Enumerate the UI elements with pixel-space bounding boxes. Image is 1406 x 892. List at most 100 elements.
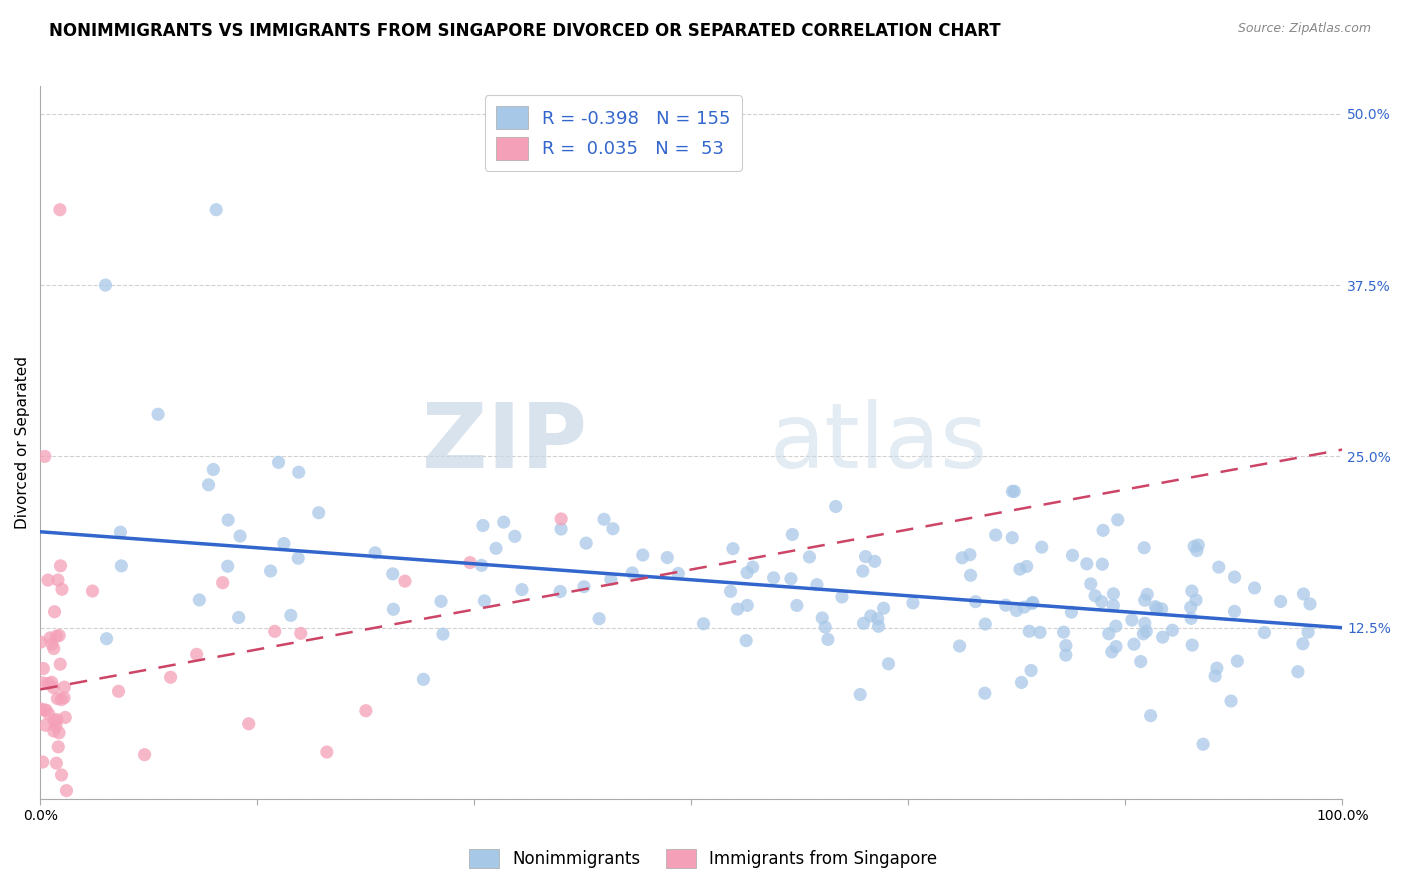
Point [1029, 625, 1052, 640]
Point [1286, 665, 1309, 679]
Point [290, 626, 312, 640]
Point [1019, 664, 1042, 678]
Text: Source: ZipAtlas.com: Source: ZipAtlas.com [1237, 22, 1371, 36]
Point [959, 548, 981, 562]
Point [1299, 597, 1322, 611]
Point [1080, 577, 1102, 591]
Point [354, 704, 377, 718]
Point [1060, 605, 1083, 619]
Point [34, 450, 56, 464]
Point [49, 202, 72, 217]
Point [950, 550, 973, 565]
Point [849, 688, 872, 702]
Point [382, 602, 405, 616]
Point [782, 527, 804, 541]
Point [949, 639, 972, 653]
Point [588, 612, 610, 626]
Point [1105, 619, 1128, 633]
Point [1144, 599, 1167, 614]
Point [859, 608, 882, 623]
Point [51, 582, 73, 597]
Point [41, 637, 63, 651]
Point [1185, 543, 1208, 558]
Point [599, 572, 621, 586]
Point [159, 670, 181, 684]
Point [394, 574, 416, 588]
Point [831, 590, 853, 604]
Point [30, 635, 52, 649]
Point [1022, 595, 1045, 609]
Point [1243, 581, 1265, 595]
Point [287, 465, 309, 479]
Point [315, 745, 337, 759]
Point [82, 584, 104, 599]
Point [1133, 541, 1156, 555]
Point [134, 747, 156, 762]
Legend: Nonimmigrants, Immigrants from Singapore: Nonimmigrants, Immigrants from Singapore [463, 842, 943, 875]
Point [1090, 595, 1112, 609]
Point [45, 629, 67, 643]
Point [762, 571, 785, 585]
Point [1021, 596, 1043, 610]
Point [37, 573, 59, 587]
Point [550, 522, 572, 536]
Point [1107, 513, 1129, 527]
Point [811, 611, 834, 625]
Point [364, 546, 387, 560]
Point [1152, 630, 1174, 644]
Legend: R = -0.398   N = 155, R =  0.035   N =  53: R = -0.398 N = 155, R = 0.035 N = 53 [485, 95, 742, 170]
Point [45, 713, 67, 727]
Point [657, 550, 679, 565]
Point [1002, 484, 1025, 499]
Point [287, 551, 309, 566]
Point [51, 692, 73, 706]
Point [259, 564, 281, 578]
Point [780, 572, 803, 586]
Point [96, 632, 118, 646]
Point [485, 541, 508, 556]
Point [1062, 549, 1084, 563]
Point [786, 599, 808, 613]
Point [806, 577, 828, 591]
Point [901, 596, 924, 610]
Point [228, 610, 250, 624]
Point [202, 462, 225, 476]
Point [197, 478, 219, 492]
Point [863, 554, 886, 568]
Point [741, 560, 763, 574]
Point [1052, 625, 1074, 640]
Point [49, 558, 72, 573]
Point [432, 627, 454, 641]
Point [1054, 639, 1077, 653]
Point [1223, 604, 1246, 618]
Point [470, 558, 492, 573]
Point [1105, 640, 1128, 654]
Point [217, 513, 239, 527]
Point [1076, 557, 1098, 571]
Point [44, 605, 66, 619]
Point [474, 594, 496, 608]
Point [1226, 654, 1249, 668]
Point [42, 681, 65, 695]
Point [110, 525, 132, 540]
Point [1150, 602, 1173, 616]
Point [550, 512, 572, 526]
Point [46, 739, 69, 754]
Point [42, 713, 65, 727]
Point [280, 608, 302, 623]
Point [852, 616, 875, 631]
Point [1084, 589, 1107, 603]
Point [959, 568, 981, 582]
Point [503, 529, 526, 543]
Point [1192, 737, 1215, 751]
Point [267, 455, 290, 469]
Point [1146, 601, 1168, 615]
Point [1101, 645, 1123, 659]
Point [1098, 627, 1121, 641]
Point [572, 580, 595, 594]
Point [205, 202, 228, 217]
Point [1292, 637, 1315, 651]
Point [1180, 600, 1202, 615]
Point [32, 662, 55, 676]
Point [855, 549, 877, 564]
